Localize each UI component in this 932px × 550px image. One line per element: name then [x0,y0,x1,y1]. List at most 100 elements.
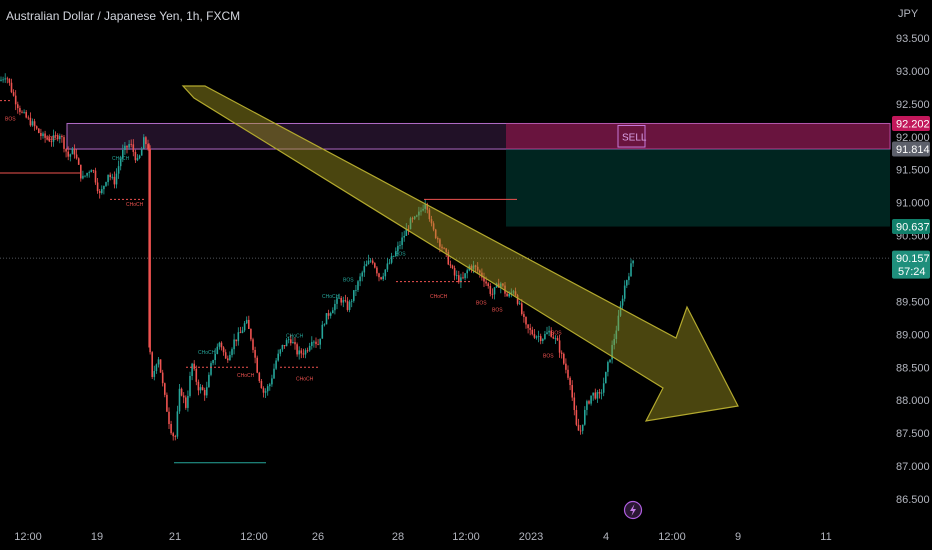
candle-body [575,410,578,425]
candle-body [460,277,462,283]
candle-body [245,319,248,324]
candle-body [558,340,561,353]
candle-body [52,135,55,142]
candle-body [632,260,634,264]
candle-body [581,424,584,431]
candle-body [44,133,46,138]
candle-body [4,78,6,80]
candle-body [42,133,44,137]
candle-body [592,392,594,396]
chart-title: Australian Dollar / Japanese Yen, 1h, FX… [6,9,241,23]
candle-body [88,172,90,174]
candle-body [296,344,298,355]
candle-body [426,204,429,210]
candle-body [432,223,435,230]
candle-body [290,339,292,344]
candle-body [596,392,599,399]
candle-body [619,305,622,316]
candle-body [388,262,391,264]
candle-body [483,277,485,282]
candle-body [523,314,525,317]
candle-body [441,246,443,249]
lightning-icon [630,504,636,516]
candle-body [67,151,69,157]
candle-body [451,265,454,269]
candle-body [77,158,80,165]
candle-body [237,332,240,342]
candle-body [420,210,422,212]
structure-label: CHoCH [296,376,314,382]
candle-body [38,128,40,133]
candle-body [279,349,282,354]
candle-body [508,294,510,297]
candle-body [390,256,393,263]
x-tick-label: 12:00 [658,531,686,543]
candle-body [329,313,332,316]
candle-body [531,329,534,335]
candle-body [138,155,141,159]
y-tick-label: 89.500 [896,296,930,308]
candle-body [75,154,78,159]
candle-body [311,342,313,346]
candle-body [416,215,418,217]
candle-body [481,272,483,278]
candle-body [323,324,326,326]
y-tick-label: 87.000 [896,461,930,473]
structure-label: CHoCH [237,373,255,379]
structure-label: BOS [395,251,406,257]
candle-body [243,323,246,331]
candle-body [573,397,576,411]
candle-body [374,263,376,268]
candle-body [128,144,130,148]
candle-body [560,352,563,354]
candle-body [537,336,540,337]
candle-body [157,359,160,365]
candle-body [359,276,361,282]
candle-body [598,392,601,394]
candle-body [182,395,185,398]
structure-label: BOS [543,353,554,359]
candle-body [197,381,200,391]
candle-body [371,260,374,264]
candle-body [384,269,387,277]
candle-body [17,104,19,109]
candle-body [300,350,303,354]
candle-body [571,385,573,398]
candle-body [304,350,307,355]
time-axis[interactable]: 12:00 19 21 12:00 26 28 12:00 2023 4 12:00 9 11 [14,531,831,543]
candle-body [506,293,508,297]
candle-body [216,346,219,355]
candle-body [577,424,580,431]
candle-body [449,264,452,266]
candle-body [153,371,156,377]
candle-body [227,358,229,361]
candle-body [521,303,523,315]
candle-body [105,182,107,186]
trend-arrow-shape[interactable] [181,85,739,422]
candle-body [363,266,366,273]
candle-body [485,281,487,284]
candle-body [101,189,103,194]
alert-button[interactable] [623,500,643,520]
candle-body [535,336,538,338]
candle-body [248,319,250,329]
candle-body [386,263,389,270]
x-tick-label: 2023 [519,531,543,543]
candle-body [565,363,567,370]
candle-body [590,395,592,404]
candle-body [147,144,149,149]
candle-body [14,95,17,105]
candle-body [579,430,582,432]
candle-body [27,117,30,119]
trend-arrow[interactable] [181,85,739,422]
candle-body [252,339,254,350]
candle-body [69,154,72,157]
candle-body [355,289,357,291]
candle-body [256,357,258,373]
candle-body [479,270,481,273]
candle-body [271,378,273,385]
candle-body [172,433,174,437]
candle-body [260,380,263,389]
candle-body [287,339,290,341]
